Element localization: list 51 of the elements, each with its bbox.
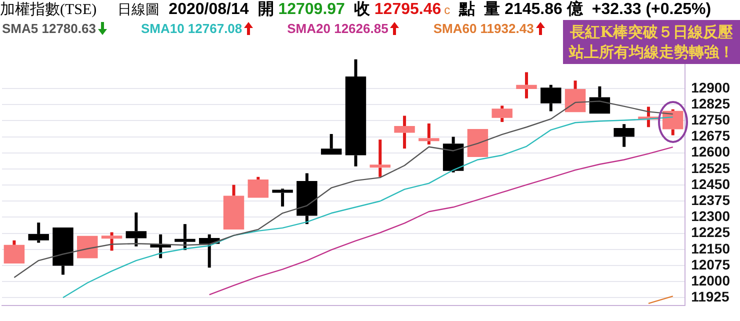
candlestick — [442, 136, 464, 172]
text: SMA60 11932.43 — [433, 20, 535, 36]
text: SMA5 12780.63 — [2, 20, 97, 36]
y-tick-label: 12825 — [691, 95, 730, 112]
candlestick — [564, 80, 586, 112]
candlestick — [272, 188, 293, 206]
y-tick-label: 12225 — [691, 224, 730, 240]
y-tick-label: 12150 — [691, 240, 730, 256]
candlestick — [126, 212, 147, 246]
text: 2020/08/14 — [168, 0, 249, 18]
candlestick — [394, 116, 415, 149]
candlestick — [540, 84, 562, 112]
candlestick — [4, 240, 25, 264]
candlestick — [52, 228, 74, 275]
candlestick — [418, 123, 440, 144]
y-tick-label: 12450 — [691, 176, 730, 192]
candlestick — [223, 184, 244, 230]
y-tick-label: 12075 — [691, 256, 730, 272]
candlestick — [248, 176, 269, 198]
y-tick-label: 11925 — [691, 288, 730, 305]
candlestick — [614, 124, 634, 147]
y-tick-label: 12300 — [691, 208, 730, 224]
annotation: 站上所有均線走勢轉強！ — [569, 42, 734, 62]
text: +32.33 (+0.25%) — [592, 0, 712, 18]
candlestick — [516, 72, 537, 98]
candlestick — [492, 106, 512, 122]
candlestick — [589, 86, 610, 114]
y-tick-label: 12600 — [691, 144, 730, 160]
y-tick-label: 12375 — [691, 192, 730, 208]
y-tick-label: 12525 — [691, 160, 730, 176]
text: SMA10 12767.08 — [140, 20, 244, 36]
candlestick — [320, 134, 342, 155]
candlestick — [345, 59, 366, 166]
y-tick-label: 12675 — [691, 128, 730, 144]
candlestick — [662, 109, 684, 136]
text: 長紅K棒突破５日線反壓 — [569, 22, 734, 42]
y-tick-label: 12750 — [691, 112, 730, 128]
text: 收 12795.46 — [354, 0, 442, 20]
candlestick — [370, 140, 390, 177]
chart-subtitle: 日線圖 — [118, 0, 160, 18]
y-tick-label: 12000 — [691, 272, 730, 288]
text: 量 2145.86 億 — [484, 0, 583, 20]
chart-title: 加權指數(TSE) — [0, 0, 97, 19]
text: c — [444, 2, 450, 16]
text: 點 — [459, 0, 476, 20]
candlestick — [77, 236, 98, 258]
candlestick — [467, 129, 488, 157]
y-tick-label: 12900 — [691, 79, 730, 96]
candlestick — [101, 232, 122, 251]
text: 開 12709.97 — [258, 0, 345, 20]
text: SMA20 12626.85 — [287, 20, 390, 36]
